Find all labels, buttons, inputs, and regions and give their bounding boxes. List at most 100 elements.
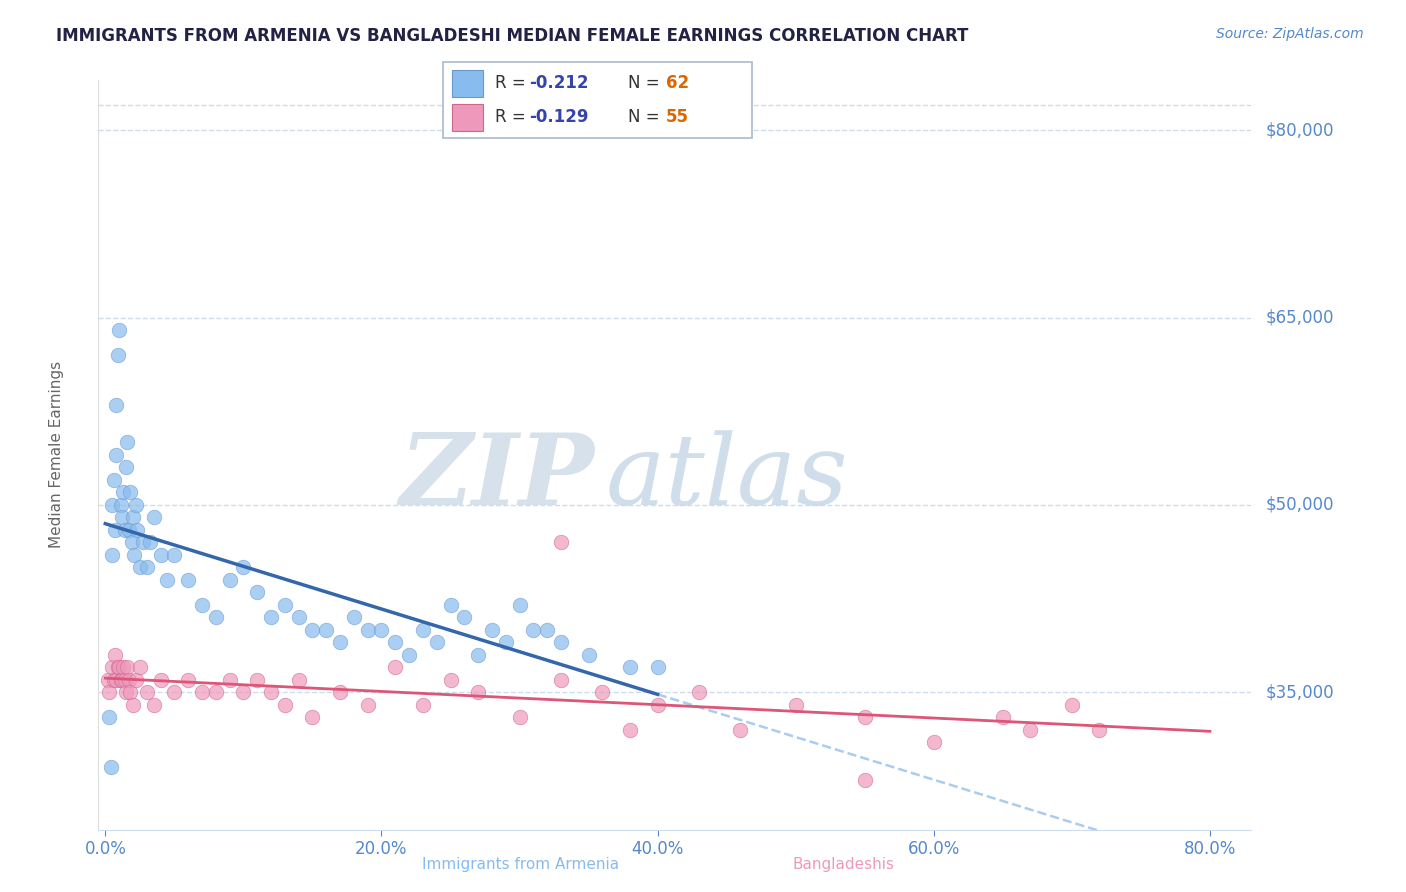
Text: -0.212: -0.212	[530, 74, 589, 92]
Point	[114, 523, 136, 537]
Point	[204, 685, 226, 699]
Point	[118, 523, 141, 537]
Point	[439, 673, 461, 687]
Point	[522, 623, 544, 637]
Point	[619, 723, 641, 737]
Point	[329, 635, 352, 649]
Text: $65,000: $65,000	[1265, 309, 1334, 326]
Point	[730, 723, 752, 737]
Point	[156, 573, 179, 587]
Point	[125, 673, 148, 687]
Point	[453, 610, 475, 624]
Point	[98, 685, 121, 699]
Point	[98, 710, 121, 724]
Point	[509, 598, 531, 612]
Point	[120, 485, 142, 500]
Text: $50,000: $50,000	[1265, 496, 1334, 514]
Point	[467, 648, 489, 662]
Point	[246, 585, 269, 599]
Text: $35,000: $35,000	[1265, 683, 1334, 701]
Point	[125, 523, 148, 537]
Point	[128, 560, 150, 574]
Point	[115, 460, 138, 475]
Point	[105, 398, 128, 412]
Point	[922, 735, 945, 749]
Point	[114, 673, 136, 687]
Point	[103, 673, 125, 687]
Point	[142, 698, 165, 712]
Point	[111, 673, 134, 687]
Point	[439, 598, 461, 612]
Point	[107, 348, 129, 362]
Point	[107, 660, 129, 674]
Point	[122, 698, 145, 712]
Point	[301, 623, 323, 637]
Point	[112, 660, 135, 674]
Point	[104, 523, 127, 537]
Point	[108, 660, 131, 674]
Point	[101, 498, 124, 512]
Point	[412, 623, 434, 637]
Point	[550, 673, 572, 687]
Point	[232, 685, 254, 699]
Point	[647, 698, 669, 712]
Point	[260, 685, 283, 699]
Point	[111, 510, 134, 524]
Point	[426, 635, 449, 649]
Point	[97, 673, 120, 687]
Text: ZIP: ZIP	[399, 429, 595, 525]
Text: R =: R =	[495, 74, 531, 92]
Point	[128, 660, 150, 674]
Text: 62: 62	[665, 74, 689, 92]
Text: -0.129: -0.129	[530, 109, 589, 127]
Point	[550, 635, 572, 649]
Point	[163, 685, 186, 699]
Point	[370, 623, 392, 637]
Point	[105, 448, 128, 462]
Point	[117, 660, 139, 674]
Point	[232, 560, 254, 574]
Text: atlas: atlas	[606, 430, 848, 525]
Point	[191, 598, 214, 612]
Point	[329, 685, 352, 699]
Point	[142, 510, 165, 524]
Point	[108, 323, 131, 337]
Point	[121, 535, 143, 549]
Text: Median Female Earnings: Median Female Earnings	[49, 361, 65, 549]
Point	[287, 673, 309, 687]
FancyBboxPatch shape	[453, 104, 484, 130]
Point	[467, 685, 489, 699]
Point	[125, 498, 148, 512]
Point	[177, 573, 200, 587]
Point	[218, 573, 240, 587]
Point	[274, 698, 297, 712]
Text: Immigrants from Armenia: Immigrants from Armenia	[422, 857, 619, 872]
FancyBboxPatch shape	[443, 62, 752, 138]
Point	[495, 635, 517, 649]
Text: $80,000: $80,000	[1265, 121, 1334, 139]
Point	[115, 685, 138, 699]
Point	[853, 772, 876, 787]
Point	[991, 710, 1014, 724]
Point	[481, 623, 503, 637]
Point	[412, 698, 434, 712]
Text: 55: 55	[665, 109, 689, 127]
FancyBboxPatch shape	[453, 70, 484, 96]
Text: Bangladeshis: Bangladeshis	[793, 857, 894, 872]
Point	[301, 710, 323, 724]
Point	[131, 535, 153, 549]
Point	[218, 673, 240, 687]
Text: IMMIGRANTS FROM ARMENIA VS BANGLADESHI MEDIAN FEMALE EARNINGS CORRELATION CHART: IMMIGRANTS FROM ARMENIA VS BANGLADESHI M…	[56, 27, 969, 45]
Point	[149, 548, 172, 562]
Point	[120, 685, 142, 699]
Point	[103, 473, 125, 487]
Point	[117, 435, 139, 450]
Point	[149, 673, 172, 687]
Point	[343, 610, 366, 624]
Point	[536, 623, 558, 637]
Point	[1060, 698, 1083, 712]
Point	[105, 673, 128, 687]
Point	[509, 710, 531, 724]
Point	[110, 498, 132, 512]
Text: N =: N =	[628, 109, 665, 127]
